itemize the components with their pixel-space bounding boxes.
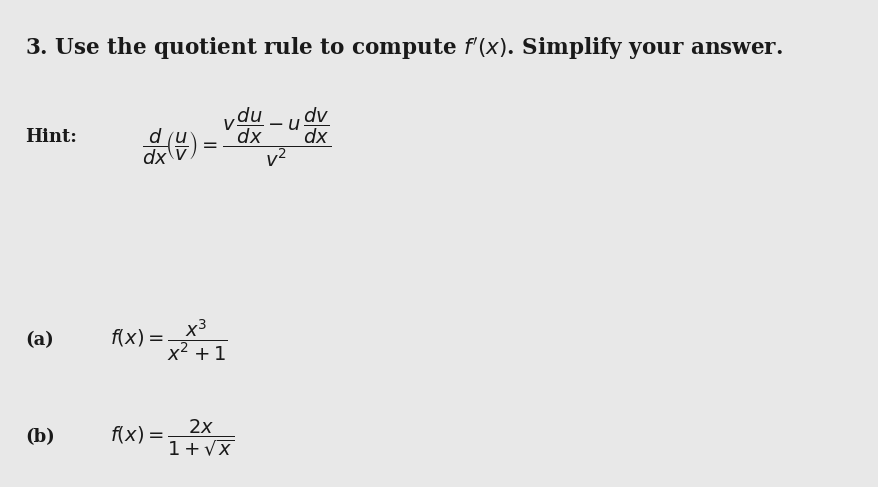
- Text: (a): (a): [25, 331, 54, 349]
- Text: 3. Use the quotient rule to compute $f'(x)$. Simplify your answer.: 3. Use the quotient rule to compute $f'(…: [25, 35, 782, 62]
- Text: $f(x) = \dfrac{x^3}{x^2+1}$: $f(x) = \dfrac{x^3}{x^2+1}$: [111, 318, 227, 363]
- Text: $\dfrac{d}{dx}\!\left(\dfrac{u}{v}\right) = \dfrac{v\,\dfrac{du}{dx} - u\,\dfrac: $\dfrac{d}{dx}\!\left(\dfrac{u}{v}\right…: [141, 105, 331, 169]
- Text: Hint:: Hint:: [25, 128, 76, 146]
- Text: (b): (b): [25, 428, 54, 446]
- Text: $f(x) = \dfrac{2x}{1+\sqrt{x}}$: $f(x) = \dfrac{2x}{1+\sqrt{x}}$: [111, 417, 235, 458]
